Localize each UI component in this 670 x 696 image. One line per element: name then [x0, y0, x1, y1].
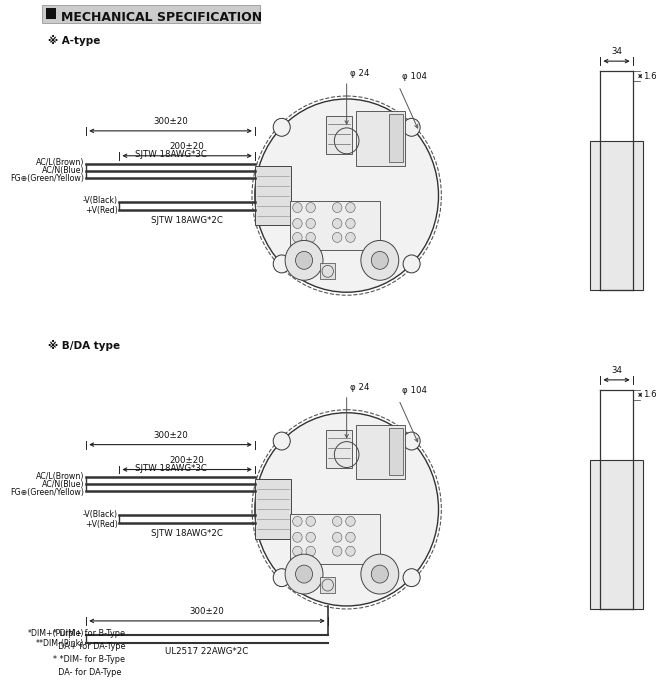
Circle shape — [332, 546, 342, 556]
Bar — [320, 263, 335, 279]
Circle shape — [403, 569, 420, 587]
Text: φ 104: φ 104 — [401, 386, 427, 395]
Circle shape — [295, 565, 313, 583]
Bar — [290, 200, 380, 251]
Text: 300±20: 300±20 — [153, 117, 188, 126]
Circle shape — [306, 516, 316, 526]
Circle shape — [346, 546, 355, 556]
Circle shape — [306, 546, 316, 556]
Circle shape — [293, 516, 302, 526]
Text: MECHANICAL SPECIFICATION: MECHANICAL SPECIFICATION — [61, 11, 262, 24]
Text: *DIM+(Purple): *DIM+(Purple) — [28, 629, 84, 638]
Text: SJTW 18AWG*2C: SJTW 18AWG*2C — [151, 529, 223, 538]
Bar — [42, 6, 259, 23]
Text: UL2517 22AWG*2C: UL2517 22AWG*2C — [165, 647, 249, 656]
Circle shape — [306, 219, 316, 228]
Circle shape — [332, 219, 342, 228]
Text: +V(Red): +V(Red) — [85, 206, 117, 215]
Circle shape — [403, 118, 420, 136]
Circle shape — [332, 203, 342, 212]
Bar — [590, 459, 643, 609]
Circle shape — [346, 219, 355, 228]
Circle shape — [361, 554, 399, 594]
Circle shape — [255, 99, 438, 292]
Circle shape — [293, 219, 302, 228]
Circle shape — [285, 554, 323, 594]
Text: * DIM+ for B-Type: * DIM+ for B-Type — [53, 629, 125, 638]
Text: -V(Black): -V(Black) — [82, 510, 117, 519]
Circle shape — [295, 251, 313, 269]
Circle shape — [306, 232, 316, 242]
Text: ※ B/DA type: ※ B/DA type — [48, 340, 121, 351]
Text: SJTW 18AWG*2C: SJTW 18AWG*2C — [151, 216, 223, 225]
Circle shape — [293, 546, 302, 556]
Text: FG⊕(Green/Yellow): FG⊕(Green/Yellow) — [11, 174, 84, 183]
Circle shape — [332, 532, 342, 542]
Circle shape — [332, 232, 342, 242]
Text: AC/N(Blue): AC/N(Blue) — [42, 166, 84, 175]
Circle shape — [346, 232, 355, 242]
Circle shape — [306, 532, 316, 542]
Circle shape — [255, 413, 438, 606]
Text: φ 104: φ 104 — [401, 72, 427, 81]
Circle shape — [371, 251, 389, 269]
Circle shape — [346, 516, 355, 526]
Circle shape — [346, 203, 355, 212]
Circle shape — [361, 240, 399, 280]
Text: * *DIM- for B-Type: * *DIM- for B-Type — [53, 655, 125, 664]
Text: DA- for DA-Type: DA- for DA-Type — [53, 667, 121, 677]
Text: DA+ for DA-Type: DA+ for DA-Type — [53, 642, 126, 651]
Circle shape — [403, 432, 420, 450]
Circle shape — [273, 569, 290, 587]
Bar — [590, 141, 643, 290]
Text: 200±20: 200±20 — [170, 142, 204, 151]
Text: FG⊕(Green/Yellow): FG⊕(Green/Yellow) — [11, 488, 84, 497]
Text: SJTW 18AWG*3C: SJTW 18AWG*3C — [135, 150, 206, 159]
Bar — [356, 111, 405, 166]
Bar — [46, 8, 56, 19]
Text: 200±20: 200±20 — [170, 456, 204, 464]
Bar — [255, 480, 291, 539]
Circle shape — [293, 532, 302, 542]
Circle shape — [273, 255, 290, 273]
Bar — [389, 114, 403, 161]
Circle shape — [273, 118, 290, 136]
Text: 34: 34 — [611, 47, 622, 56]
Text: ※ A-type: ※ A-type — [48, 35, 100, 46]
Circle shape — [306, 203, 316, 212]
Text: 300±20: 300±20 — [153, 431, 188, 440]
Text: φ 24: φ 24 — [350, 69, 369, 78]
Text: 300±20: 300±20 — [190, 607, 224, 616]
Circle shape — [371, 565, 389, 583]
Circle shape — [285, 240, 323, 280]
Circle shape — [293, 203, 302, 212]
Bar — [255, 166, 291, 226]
Text: AC/L(Brown): AC/L(Brown) — [36, 472, 84, 481]
Text: **DIM-(Pink): **DIM-(Pink) — [36, 640, 84, 648]
Bar — [389, 427, 403, 475]
Text: 1.6: 1.6 — [643, 72, 657, 81]
Text: +V(Red): +V(Red) — [85, 520, 117, 529]
Circle shape — [293, 232, 302, 242]
Text: AC/N(Blue): AC/N(Blue) — [42, 480, 84, 489]
Circle shape — [273, 432, 290, 450]
Circle shape — [332, 516, 342, 526]
Bar — [356, 425, 405, 480]
Bar — [326, 429, 352, 468]
Text: -V(Black): -V(Black) — [82, 196, 117, 205]
Circle shape — [403, 255, 420, 273]
Text: SJTW 18AWG*3C: SJTW 18AWG*3C — [135, 464, 206, 473]
Bar — [326, 116, 352, 154]
Text: φ 24: φ 24 — [350, 383, 369, 392]
Bar — [320, 577, 335, 593]
Bar — [290, 514, 380, 564]
Text: 34: 34 — [611, 366, 622, 375]
Text: AC/L(Brown): AC/L(Brown) — [36, 158, 84, 167]
Circle shape — [346, 532, 355, 542]
Text: 1.6: 1.6 — [643, 390, 657, 400]
